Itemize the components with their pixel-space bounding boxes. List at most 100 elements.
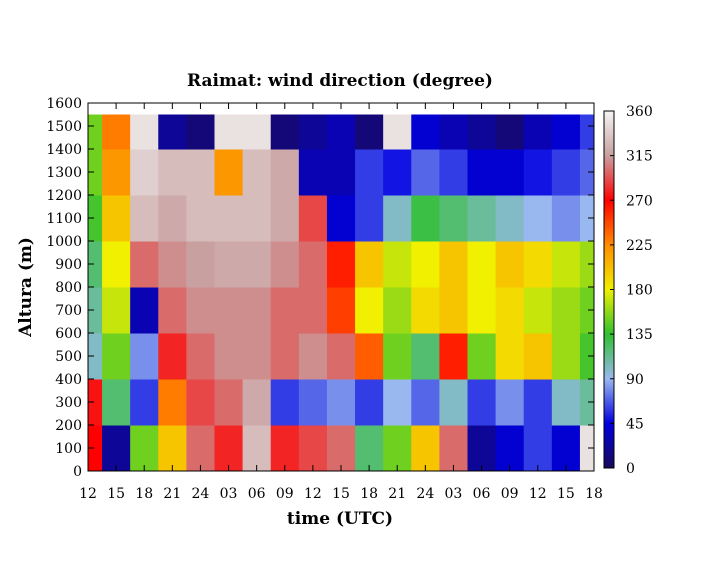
heatmap-cell <box>383 241 412 288</box>
heatmap-cell <box>130 114 159 150</box>
heatmap-cell <box>214 149 244 196</box>
heatmap-cell <box>355 241 384 288</box>
y-tick-label: 1400 <box>46 142 82 158</box>
colorbar-tick-label: 360 <box>626 104 653 120</box>
heatmap-cell <box>158 241 187 288</box>
heatmap-cell <box>467 379 497 426</box>
x-tick-label: 12 <box>79 486 97 502</box>
heatmap-cell <box>579 149 594 196</box>
heatmap-cell <box>383 195 412 242</box>
heatmap-cell <box>102 333 131 380</box>
y-axis: 0 100 200 300 400 500 600 700 800 900 1000 1100 1200… <box>46 96 594 480</box>
x-tick-label: 24 <box>416 486 434 502</box>
heatmap-cell <box>242 114 272 150</box>
heatmap-cell <box>214 333 244 380</box>
heatmap-cell <box>242 425 272 471</box>
heatmap-cell <box>270 149 300 196</box>
heatmap-cell <box>88 287 103 334</box>
heatmap-cell <box>298 287 328 334</box>
heatmap-cell <box>551 241 581 288</box>
x-axis: 12 15 18 21 24 03 06 09 12 15 18 21 24 03 06 09 12 15 18 <box>79 103 603 502</box>
y-tick-label: 500 <box>55 349 82 365</box>
x-tick-label: 15 <box>332 486 350 502</box>
heatmap-cell <box>467 333 497 380</box>
heatmap-cell <box>523 114 553 150</box>
y-tick-label: 200 <box>55 418 82 434</box>
heatmap-cell <box>158 379 187 426</box>
heatmap-cell <box>130 379 159 426</box>
x-tick-label: 06 <box>473 486 491 502</box>
heatmap-cell <box>186 379 215 426</box>
heatmap-cell <box>298 333 328 380</box>
heatmap-cell <box>88 379 103 426</box>
heatmap-cell <box>326 287 356 334</box>
heatmap-cell <box>158 114 187 150</box>
heatmap-cell <box>439 114 468 150</box>
heatmap-cell <box>130 333 159 380</box>
heatmap-cell <box>214 114 244 150</box>
heatmap-cell <box>130 241 159 288</box>
colorbar-tick-label: 315 <box>626 149 653 165</box>
heatmap-cell <box>158 287 187 334</box>
heatmap-cell <box>579 425 594 471</box>
heatmap-cell <box>186 195 215 242</box>
heatmap-cell <box>102 149 131 196</box>
heatmap-cell <box>383 379 412 426</box>
x-tick-label: 18 <box>585 486 603 502</box>
y-tick-label: 1200 <box>46 188 82 204</box>
heatmap-cell <box>551 379 581 426</box>
heatmap-cell <box>130 195 159 242</box>
heatmap-cell <box>411 425 440 471</box>
heatmap-cell <box>355 379 384 426</box>
colorbar-tick-label: 90 <box>626 372 644 388</box>
heatmap-cell <box>523 149 553 196</box>
heatmap-cell <box>130 425 159 471</box>
heatmap-cells <box>88 114 594 471</box>
heatmap-cell <box>326 114 356 150</box>
heatmap-cell <box>326 333 356 380</box>
heatmap-cell <box>495 379 525 426</box>
heatmap-cell <box>242 287 272 334</box>
heatmap-cell <box>270 379 300 426</box>
heatmap-cell <box>355 195 384 242</box>
y-tick-label: 1100 <box>46 211 82 227</box>
heatmap-cell <box>383 149 412 196</box>
heatmap-cell <box>551 149 581 196</box>
heatmap-cell <box>523 425 553 471</box>
heatmap-cell <box>523 379 553 426</box>
heatmap-cell <box>130 149 159 196</box>
x-tick-label: 12 <box>304 486 322 502</box>
heatmap-cell <box>326 379 356 426</box>
heatmap-cell <box>383 425 412 471</box>
x-tick-label: 15 <box>107 486 125 502</box>
chart-title: Raimat: wind direction (degree) <box>187 71 493 91</box>
heatmap-cell <box>439 425 468 471</box>
heatmap-cell <box>495 195 525 242</box>
y-axis-label: Altura (m) <box>16 237 36 338</box>
y-tick-label: 1000 <box>46 234 82 250</box>
y-tick-label: 400 <box>55 372 82 388</box>
heatmap-cell <box>523 195 553 242</box>
heatmap-cell <box>326 149 356 196</box>
x-tick-label: 18 <box>135 486 153 502</box>
heatmap-cell <box>523 333 553 380</box>
heatmap-cell <box>579 195 594 242</box>
heatmap-cell <box>214 195 244 242</box>
heatmap-cell <box>298 425 328 471</box>
heatmap-cell <box>270 287 300 334</box>
y-tick-label: 1300 <box>46 165 82 181</box>
heatmap-cell <box>467 425 497 471</box>
heatmap-cell <box>270 333 300 380</box>
heatmap-cell <box>158 333 187 380</box>
heatmap-cell <box>88 425 103 471</box>
heatmap-cell <box>523 287 553 334</box>
heatmap-cell <box>242 379 272 426</box>
heatmap-cell <box>551 195 581 242</box>
y-tick-label: 700 <box>55 303 82 319</box>
heatmap-cell <box>186 425 215 471</box>
heatmap-cell <box>298 149 328 196</box>
heatmap-cell <box>88 195 103 242</box>
heatmap-cell <box>158 195 187 242</box>
heatmap-cell <box>298 195 328 242</box>
heatmap-cell <box>186 333 215 380</box>
